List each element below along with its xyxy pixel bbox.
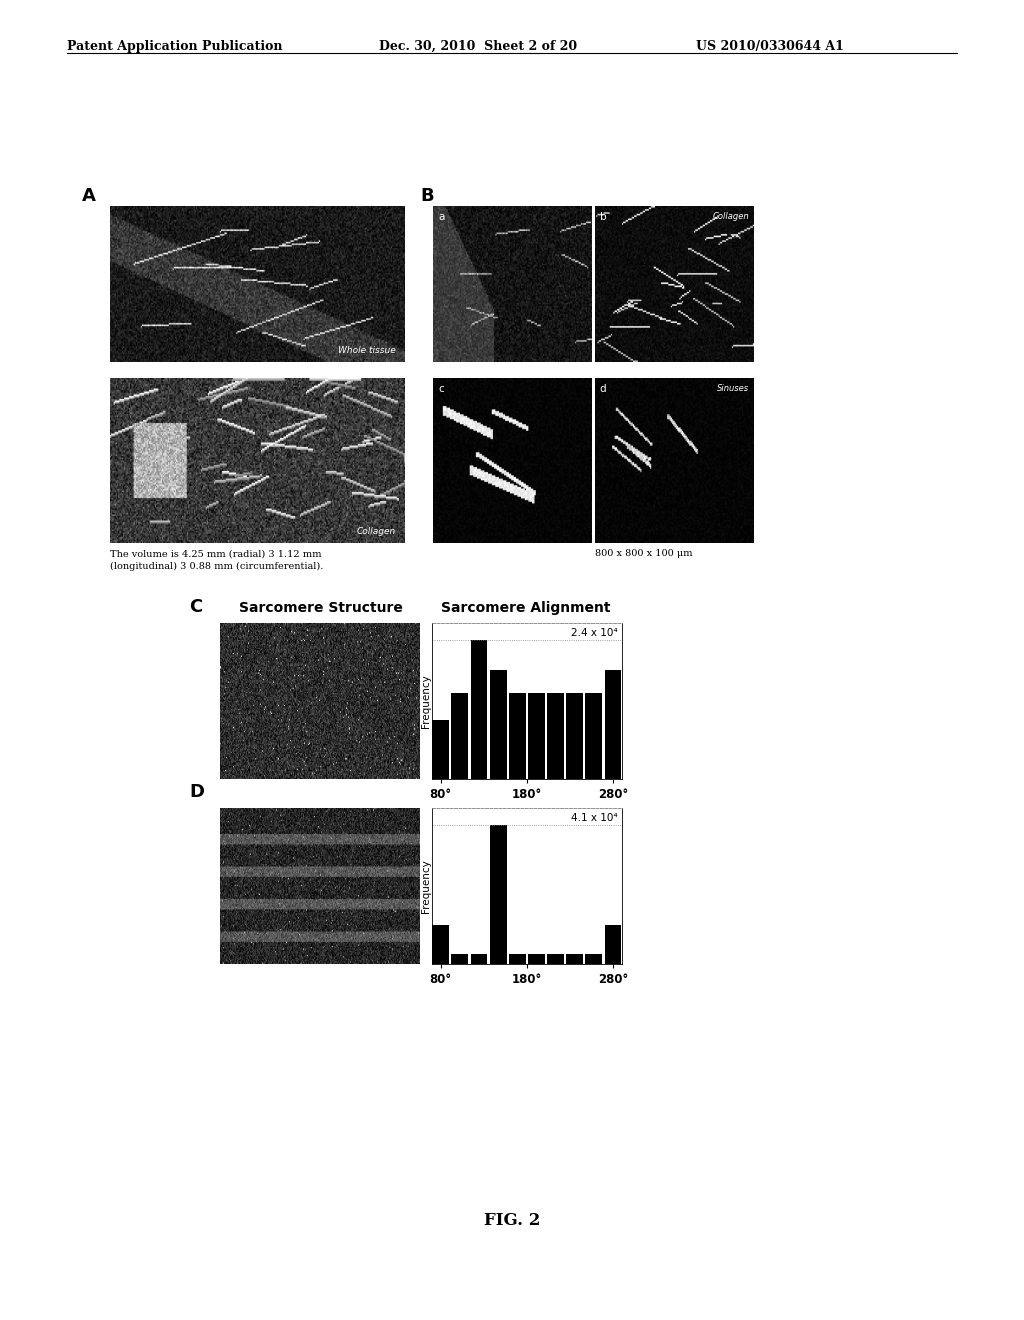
Text: FIG. 2: FIG. 2 — [483, 1212, 541, 1229]
Bar — [547, 693, 564, 779]
Bar — [471, 640, 487, 779]
Text: The volume is 4.25 mm (radial) 3 1.12 mm
(longitudinal) 3 0.88 mm (circumferenti: The volume is 4.25 mm (radial) 3 1.12 mm… — [110, 549, 323, 570]
Bar — [432, 721, 450, 779]
Bar — [489, 825, 507, 964]
Bar — [586, 693, 602, 779]
Text: 4.1 x 10⁴: 4.1 x 10⁴ — [571, 813, 617, 822]
Bar — [528, 693, 545, 779]
Text: d: d — [600, 384, 606, 395]
Text: B: B — [421, 187, 434, 206]
Bar — [509, 693, 525, 779]
Text: A: A — [82, 187, 96, 206]
Text: Collagen: Collagen — [713, 213, 749, 222]
Bar — [547, 954, 564, 964]
Bar — [586, 954, 602, 964]
Text: a: a — [438, 213, 444, 222]
Text: C: C — [189, 598, 203, 616]
Text: c: c — [438, 384, 443, 395]
Bar — [471, 954, 487, 964]
Text: Sarcomere Structure: Sarcomere Structure — [239, 601, 402, 615]
Bar — [489, 671, 507, 779]
Bar — [566, 954, 583, 964]
Text: 2.4 x 10⁴: 2.4 x 10⁴ — [571, 628, 617, 638]
Text: Sarcomere Alignment: Sarcomere Alignment — [440, 601, 610, 615]
Text: Collagen: Collagen — [356, 527, 395, 536]
Bar — [604, 924, 622, 964]
Text: US 2010/0330644 A1: US 2010/0330644 A1 — [696, 40, 844, 53]
Bar — [528, 954, 545, 964]
Bar — [604, 671, 622, 779]
Text: Sinuses: Sinuses — [717, 384, 749, 393]
Text: Whole tissue: Whole tissue — [338, 346, 395, 355]
Text: Patent Application Publication: Patent Application Publication — [67, 40, 282, 53]
Bar — [566, 693, 583, 779]
Bar — [509, 954, 525, 964]
Y-axis label: Frequency: Frequency — [421, 675, 431, 727]
Text: b: b — [600, 213, 606, 222]
Text: 800 x 800 x 100 μm: 800 x 800 x 100 μm — [595, 549, 692, 558]
Bar — [452, 693, 468, 779]
Bar — [452, 954, 468, 964]
Y-axis label: Frequency: Frequency — [421, 859, 431, 912]
Bar — [432, 924, 450, 964]
Text: D: D — [189, 783, 205, 801]
Text: Dec. 30, 2010  Sheet 2 of 20: Dec. 30, 2010 Sheet 2 of 20 — [379, 40, 577, 53]
